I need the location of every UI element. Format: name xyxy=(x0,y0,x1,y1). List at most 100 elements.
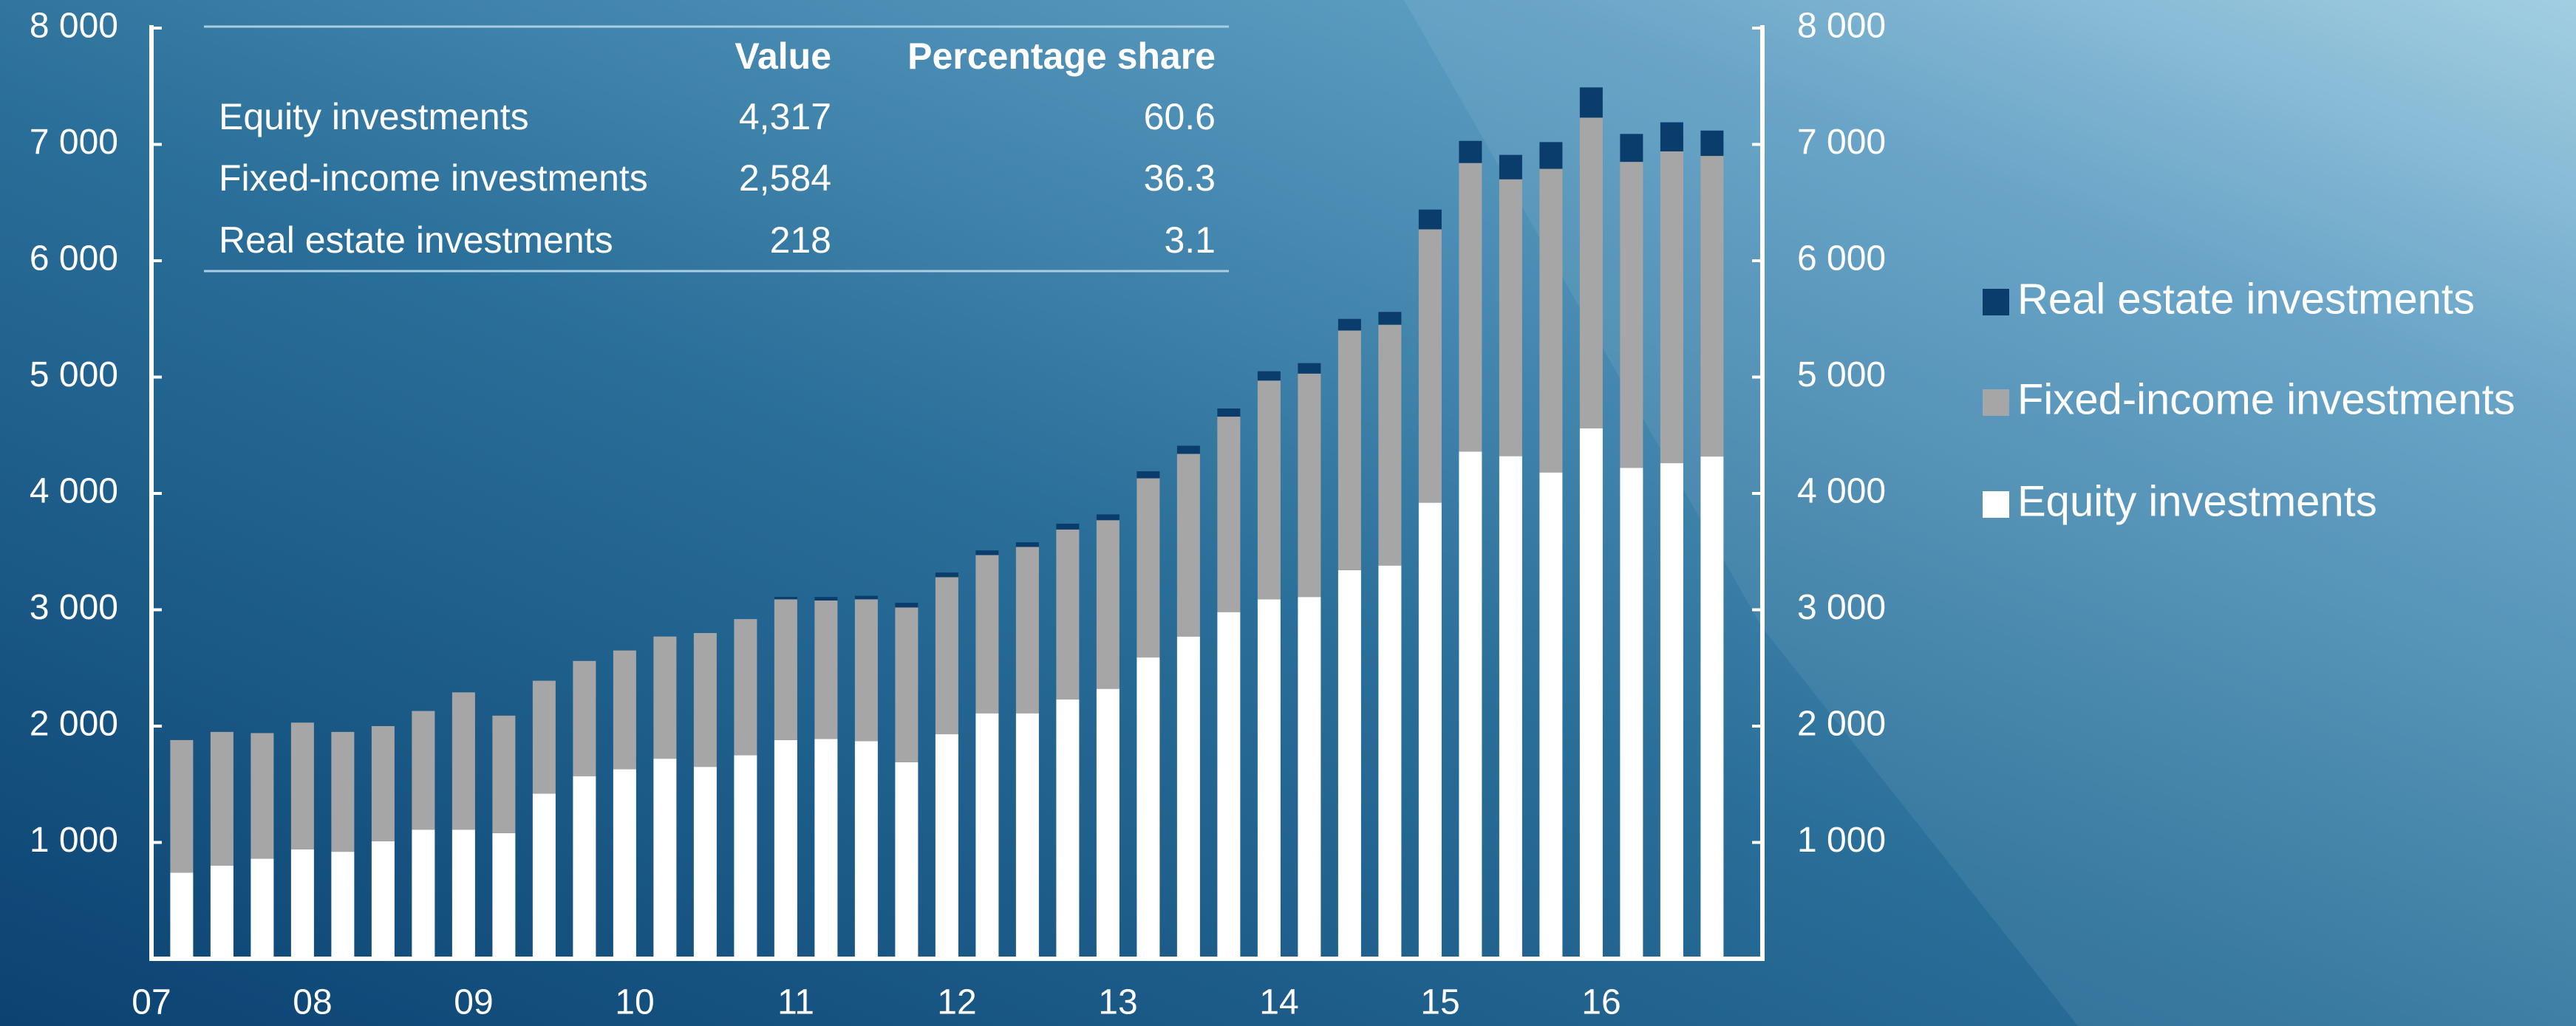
y-tick-label: 4 000 xyxy=(30,472,118,511)
bar-segment xyxy=(1338,570,1361,959)
y-tick-label: 5 000 xyxy=(30,355,118,394)
bar-segment xyxy=(331,852,355,959)
bar-segment xyxy=(1137,478,1160,658)
bar-segment xyxy=(613,769,636,959)
bar-segment xyxy=(895,762,919,959)
bar-segment xyxy=(1620,468,1643,959)
bar-segment xyxy=(1579,428,1603,959)
bar-segment xyxy=(734,755,757,959)
table-cell: 60.6 xyxy=(1144,96,1216,137)
bar-segment xyxy=(290,722,314,849)
bar-segment xyxy=(1459,163,1482,452)
bar-segment xyxy=(1096,520,1120,689)
bar-segment xyxy=(331,731,355,852)
bar-segment xyxy=(573,776,596,959)
y-tick-label: 3 000 xyxy=(30,588,118,627)
bar-segment xyxy=(1015,547,1039,714)
bar-segment xyxy=(1620,162,1643,468)
bar-segment xyxy=(1257,371,1281,381)
bar-segment xyxy=(1660,122,1683,151)
bar-segment xyxy=(975,555,999,714)
bar-segment xyxy=(1499,154,1522,179)
bar-segment xyxy=(653,759,677,959)
bar-segment xyxy=(613,650,636,770)
bar-segment xyxy=(1418,502,1442,959)
y-tick-label: 8 000 xyxy=(30,7,118,46)
bar-segment xyxy=(1700,130,1724,157)
bar-segment xyxy=(1660,463,1683,959)
bar-segment xyxy=(814,739,838,959)
bar-segment xyxy=(1298,597,1321,959)
bar-segment xyxy=(774,599,797,740)
bar-segment xyxy=(492,832,516,959)
bar-segment xyxy=(452,830,475,959)
bar-segment xyxy=(532,680,556,794)
y-tick-label: 1 000 xyxy=(30,821,118,860)
legend-swatch xyxy=(1983,389,2009,416)
bar-segment xyxy=(1459,140,1482,163)
bar-segment xyxy=(1539,472,1563,959)
bar-segment xyxy=(1096,514,1120,521)
bar-segment xyxy=(412,830,435,959)
bar-segment xyxy=(1418,209,1442,230)
legend-label: Equity investments xyxy=(2017,477,2377,525)
table-cell: 4,317 xyxy=(739,96,831,137)
bar-segment xyxy=(1579,117,1603,428)
bar-segment xyxy=(1579,87,1603,118)
y2-tick-label: 7 000 xyxy=(1797,123,1886,162)
bar-segment xyxy=(935,734,958,959)
bar-segment xyxy=(1620,134,1643,163)
bar-segment xyxy=(653,636,677,759)
bar-segment xyxy=(975,713,999,959)
bar-segment xyxy=(814,597,838,601)
bar-segment xyxy=(1176,445,1200,454)
bar-segment xyxy=(1096,688,1120,959)
x-tick-label: 09 xyxy=(454,983,493,1022)
bar-segment xyxy=(1257,380,1281,600)
y-tick-label: 7 000 xyxy=(30,123,118,162)
bar-segment xyxy=(170,872,194,959)
x-tick-label: 14 xyxy=(1259,983,1298,1022)
bar-segment xyxy=(1378,565,1402,959)
bar-segment xyxy=(452,692,475,830)
bar-segment xyxy=(1176,636,1200,959)
bar-segment xyxy=(1338,330,1361,570)
bar-segment xyxy=(975,550,999,555)
bar-segment xyxy=(814,600,838,739)
bar-segment xyxy=(1056,529,1080,700)
bar-segment xyxy=(1418,229,1442,503)
bar-segment xyxy=(1338,318,1361,331)
bar-segment xyxy=(1137,471,1160,479)
bar-segment xyxy=(854,595,878,600)
bar-segment xyxy=(251,858,274,959)
bar-segment xyxy=(1056,523,1080,530)
x-tick-label: 11 xyxy=(777,983,814,1022)
bar-segment xyxy=(1499,179,1522,456)
bar-segment xyxy=(1217,612,1241,959)
table-row-label: Real estate investments xyxy=(219,219,613,261)
legend-label: Fixed-income investments xyxy=(2017,375,2515,423)
bar-segment xyxy=(1378,324,1402,566)
bar-segment xyxy=(734,619,757,756)
bar-segment xyxy=(1176,454,1200,637)
legend-swatch xyxy=(1983,289,2009,315)
bar-segment xyxy=(1056,699,1080,959)
x-tick-label: 15 xyxy=(1420,983,1459,1022)
bar-segment xyxy=(371,841,395,959)
y2-tick-label: 6 000 xyxy=(1797,239,1886,278)
bar-segment xyxy=(1015,542,1039,547)
y2-tick-label: 8 000 xyxy=(1797,7,1886,46)
y2-tick-label: 4 000 xyxy=(1797,472,1886,511)
bar-segment xyxy=(210,866,234,959)
table-cell: 218 xyxy=(770,219,831,261)
y2-tick-label: 3 000 xyxy=(1797,588,1886,627)
x-tick-label: 13 xyxy=(1098,983,1137,1022)
x-tick-label: 16 xyxy=(1581,983,1621,1022)
bar-segment xyxy=(1660,151,1683,464)
y-tick-label: 2 000 xyxy=(30,705,118,744)
bar-segment xyxy=(1015,713,1039,959)
bar-segment xyxy=(774,739,797,959)
bar-segment xyxy=(895,603,919,608)
y2-tick-label: 1 000 xyxy=(1797,821,1886,860)
